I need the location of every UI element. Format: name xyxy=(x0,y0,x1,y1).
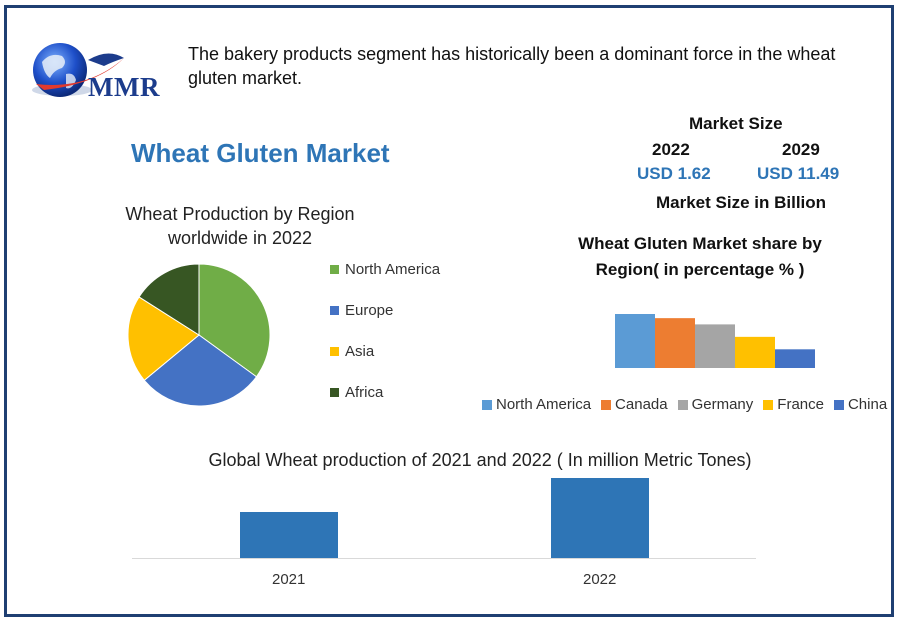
share-bar-china xyxy=(775,349,815,368)
pie-legend-item: Asia xyxy=(330,343,374,360)
legend-swatch xyxy=(330,265,339,274)
pie-slice-north-america xyxy=(198,263,271,378)
legend-swatch xyxy=(330,388,339,397)
main-title: Wheat Gluten Market xyxy=(131,138,390,168)
share-bar-france xyxy=(735,336,775,368)
pie-slice-africa xyxy=(138,263,200,336)
share-legend-label: China xyxy=(847,396,888,413)
pie-legend-item: Africa xyxy=(330,384,383,401)
share-bar-canada xyxy=(655,318,695,368)
pie-legend-item: North America xyxy=(330,261,440,278)
share-legend-item: Canada xyxy=(601,396,668,413)
pie-chart xyxy=(127,263,271,407)
production-bar-2022 xyxy=(551,478,649,558)
legend-swatch xyxy=(330,306,339,315)
legend-swatch xyxy=(677,399,688,410)
market-size-unit-label: Market Size in Billion xyxy=(656,193,827,212)
legend-swatch xyxy=(833,399,844,410)
share-legend-item: France xyxy=(763,396,824,413)
pie-legend-label: Europe xyxy=(345,302,394,319)
share-legend-item: North America xyxy=(482,396,591,413)
production-x-tick: 2022 xyxy=(583,571,617,588)
share-legend: North America Canada Germany France Chin… xyxy=(482,396,897,413)
market-size-year-start: 2022 xyxy=(652,140,690,159)
mmr-logo xyxy=(28,40,168,104)
logo-text: MMR xyxy=(88,72,160,102)
share-legend-label: North America xyxy=(496,396,592,413)
pie-slice-europe xyxy=(143,334,258,407)
outer-frame xyxy=(4,5,894,617)
share-chart-title: Wheat Gluten Market share by Region( in … xyxy=(578,234,822,279)
pie-legend-label: Africa xyxy=(345,384,384,401)
pie-legend-label: North America xyxy=(345,261,441,278)
pie-legend-item: Europe xyxy=(330,302,393,319)
share-legend-label: France xyxy=(777,396,824,413)
legend-swatch xyxy=(330,347,339,356)
pie-legend-label: Asia xyxy=(345,343,375,360)
share-legend-label: Germany xyxy=(691,396,754,413)
market-size-value-start: USD 1.62 xyxy=(637,164,711,183)
pie-slice-asia xyxy=(127,296,200,381)
headline: The bakery products segment has historic… xyxy=(188,44,836,88)
share-legend-label: Canada xyxy=(615,396,668,413)
share-legend-item: Germany xyxy=(677,396,754,413)
market-size-value-end: USD 11.49 xyxy=(757,164,840,183)
legend-swatch xyxy=(763,399,774,410)
legend-swatch xyxy=(482,399,492,410)
production-x-tick: 2021 xyxy=(272,571,306,588)
production-chart-title: Global Wheat production of 2021 and 2022… xyxy=(208,450,752,470)
market-size-heading: Market Size xyxy=(689,114,783,133)
share-legend-item: China xyxy=(833,396,888,413)
share-bar-chart xyxy=(615,314,815,368)
share-bar-north-america xyxy=(615,314,655,368)
share-bar-germany xyxy=(695,324,735,368)
production-bar-chart xyxy=(132,478,756,559)
market-size-year-end: 2029 xyxy=(782,140,820,159)
production-bar-2021 xyxy=(240,512,338,558)
legend-swatch xyxy=(601,399,612,410)
pie-chart-title: Wheat Production by Region worldwide in … xyxy=(125,204,355,248)
globe-icon xyxy=(32,43,124,97)
